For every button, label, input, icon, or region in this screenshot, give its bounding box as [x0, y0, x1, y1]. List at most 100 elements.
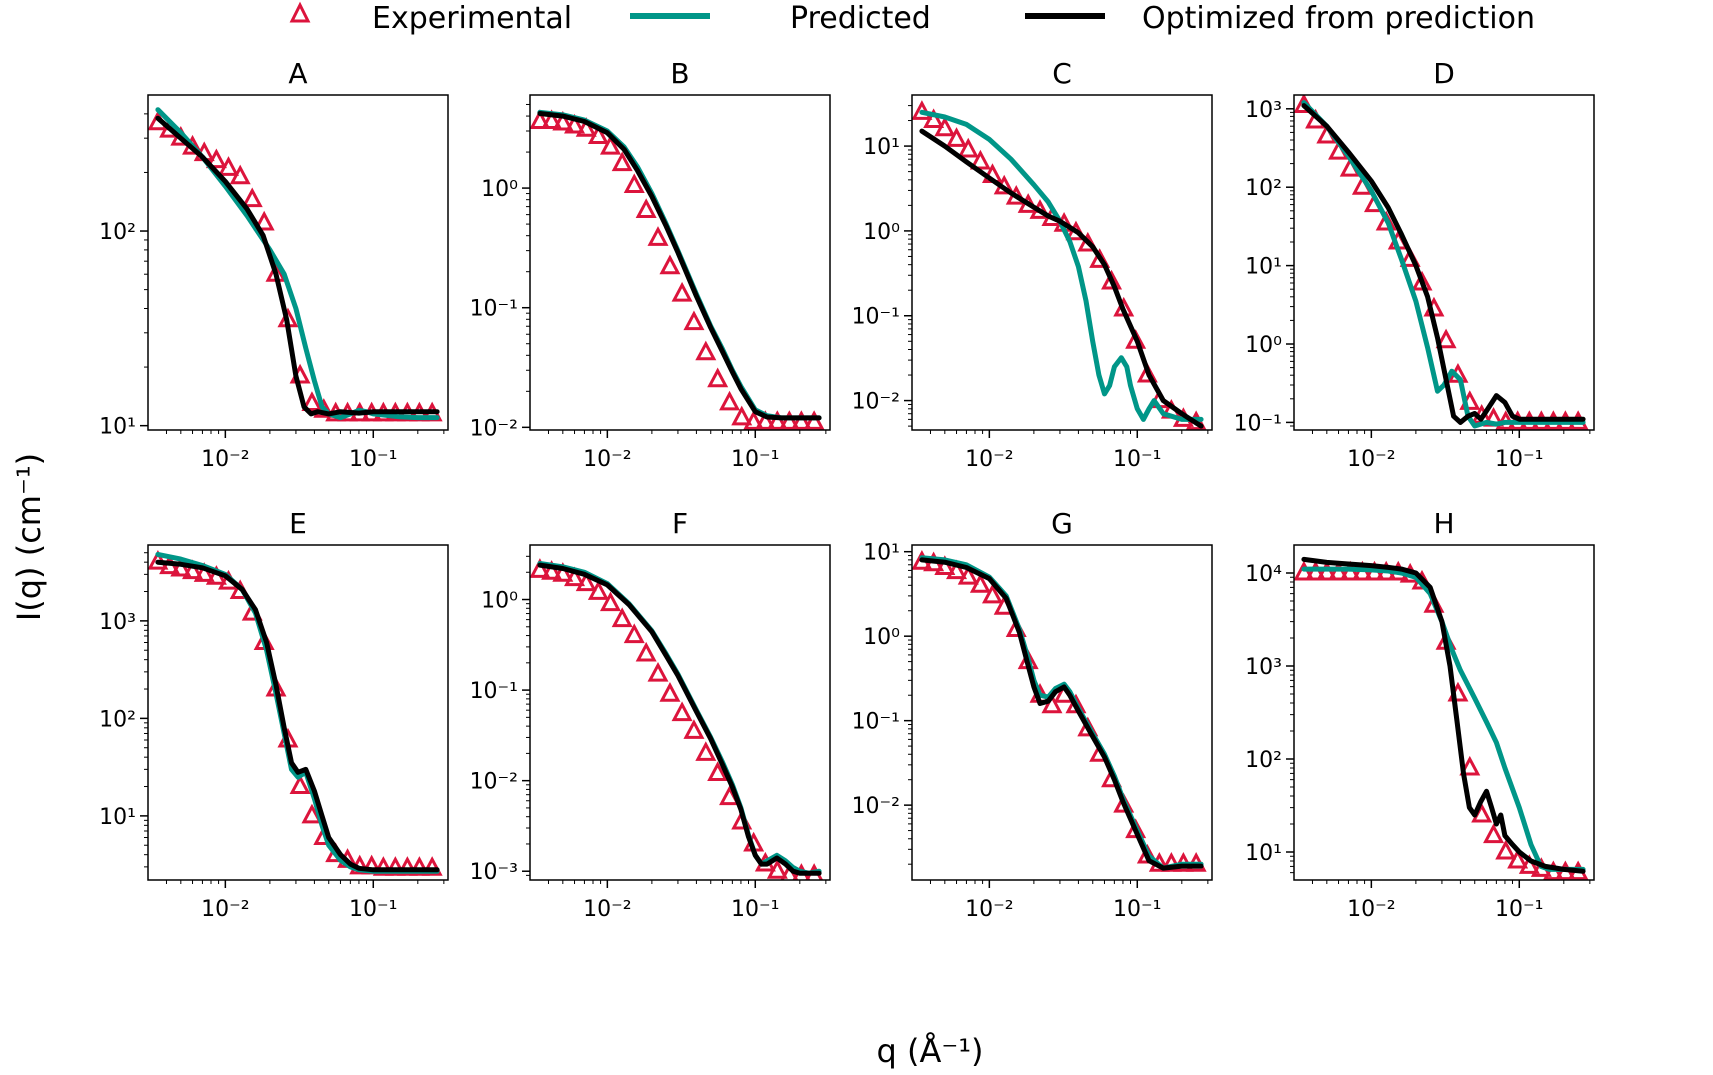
x-tick-label-b: 10⁻² — [583, 447, 631, 472]
point-experimental-g-5 — [969, 573, 991, 593]
axes-frame-e — [147, 544, 449, 881]
plot-area-a — [148, 107, 443, 422]
panel-title-a: A — [288, 57, 307, 90]
line-predicted-d — [1301, 100, 1586, 429]
point-experimental-c-3 — [946, 127, 968, 147]
panel-title-g: G — [1051, 507, 1073, 540]
line-optimized-d — [1301, 103, 1586, 425]
point-experimental-c-16 — [1101, 269, 1123, 290]
point-experimental-h-14 — [1459, 755, 1481, 776]
y-tick-label-b: 10⁰ — [481, 177, 518, 202]
point-experimental-f-1 — [541, 560, 563, 580]
plot-area-f — [530, 558, 824, 880]
point-experimental-c-4 — [957, 137, 979, 158]
point-experimental-e-3 — [182, 559, 204, 580]
panel-title-f: F — [672, 507, 688, 540]
point-experimental-e-19 — [372, 856, 394, 876]
y-tick-label-d: 10¹ — [1245, 255, 1282, 280]
panel-title-h: H — [1433, 507, 1454, 540]
axes-frame-c — [911, 94, 1213, 431]
line-optimized-a — [155, 115, 440, 417]
point-experimental-b-9 — [635, 198, 657, 218]
point-experimental-e-20 — [384, 856, 406, 876]
point-experimental-b-15 — [707, 367, 729, 388]
x-tick-label-g: 10⁻² — [965, 897, 1013, 922]
legend-item-optimized: Optimized from prediction — [1025, 1, 1535, 36]
point-experimental-a-14 — [313, 398, 335, 418]
panel-a: A 10⁻² 10⁻¹ 10¹ 10² — [99, 57, 449, 472]
panel-g: G 10⁻² 10⁻¹ 10⁻² 10⁻¹ 10⁰ 10¹ — [852, 507, 1213, 922]
y-tick-label-g: 10⁰ — [863, 625, 900, 650]
point-experimental-b-12 — [671, 281, 693, 302]
point-experimental-a-9 — [253, 210, 275, 231]
x-tick-label-a: 10⁻¹ — [349, 447, 397, 472]
point-experimental-b-1 — [541, 109, 563, 130]
x-tick-label-f: 10⁻¹ — [731, 897, 779, 922]
plot-area-b — [530, 109, 825, 430]
y-tick-label-h: 10² — [1245, 748, 1282, 773]
x-tick-label-g: 10⁻¹ — [1113, 897, 1161, 922]
point-experimental-g-2 — [934, 555, 956, 575]
x-tick-label-b: 10⁻¹ — [731, 447, 779, 472]
plot-area-c — [912, 100, 1207, 430]
y-tick-label-a: 10¹ — [99, 415, 136, 440]
point-experimental-c-19 — [1136, 362, 1158, 383]
legend-label-optimized: Optimized from prediction — [1142, 1, 1535, 36]
point-experimental-a-8 — [241, 187, 263, 208]
point-experimental-f-6 — [599, 591, 621, 612]
x-tick-label-d: 10⁻¹ — [1495, 447, 1543, 472]
panel-b: B 10⁻² 10⁻¹ 10⁻² 10⁻¹ 10⁰ — [470, 57, 831, 472]
panel-c: C 10⁻² 10⁻¹ 10⁻² 10⁻¹ 10⁰ 10¹ — [852, 57, 1213, 472]
point-experimental-b-18 — [743, 410, 765, 430]
y-tick-label-f: 10⁻² — [470, 770, 518, 795]
line-predicted-h — [1301, 566, 1586, 872]
panel-title-c: C — [1052, 57, 1072, 90]
y-axis-label: I(q) (cm⁻¹) — [10, 453, 48, 621]
point-experimental-h-18 — [1507, 848, 1529, 869]
point-experimental-e-21 — [396, 856, 418, 876]
point-experimental-e-13 — [301, 803, 323, 824]
x-tick-label-a: 10⁻² — [201, 447, 249, 472]
y-tick-label-f: 10⁻¹ — [470, 679, 518, 704]
y-tick-label-b: 10⁻¹ — [470, 297, 518, 322]
legend-item-predicted: Predicted — [630, 1, 931, 36]
point-experimental-f-11 — [659, 682, 681, 702]
y-tick-label-h: 10¹ — [1245, 841, 1282, 866]
y-tick-label-d: 10³ — [1245, 98, 1282, 123]
point-experimental-f-14 — [695, 741, 717, 761]
point-experimental-f-2 — [552, 562, 574, 582]
legend-marker-experimental — [289, 1, 311, 23]
point-experimental-g-6 — [981, 583, 1003, 604]
point-experimental-b-20 — [766, 410, 788, 430]
axes-frame-a — [147, 94, 449, 431]
y-tick-label-c: 10⁻¹ — [852, 305, 900, 330]
y-tick-label-a: 10² — [99, 220, 136, 245]
x-tick-label-c: 10⁻¹ — [1113, 447, 1161, 472]
axes-frame-g — [911, 544, 1213, 881]
point-experimental-f-5 — [587, 580, 609, 600]
line-predicted-b — [537, 109, 822, 421]
point-experimental-a-6 — [217, 156, 239, 176]
x-tick-label-f: 10⁻² — [583, 897, 631, 922]
x-tick-label-d: 10⁻² — [1347, 447, 1395, 472]
point-experimental-b-22 — [790, 410, 812, 430]
y-tick-label-d: 10⁰ — [1245, 333, 1282, 358]
point-experimental-b-2 — [552, 110, 574, 131]
panel-title-e: E — [289, 507, 307, 540]
panel-d: D 10⁻² 10⁻¹ 10⁻¹ 10⁰ 10¹ 10² 10³ — [1234, 57, 1595, 472]
point-experimental-g-4 — [957, 564, 979, 585]
panel-h: H 10⁻² 10⁻¹ 10¹ 10² 10³ 10⁴ — [1245, 507, 1595, 922]
y-tick-label-h: 10⁴ — [1245, 562, 1282, 587]
point-experimental-b-17 — [731, 405, 753, 426]
x-tick-label-e: 10⁻² — [201, 897, 249, 922]
point-experimental-f-7 — [611, 607, 633, 628]
x-tick-label-h: 10⁻² — [1347, 897, 1395, 922]
y-tick-label-d: 10⁻¹ — [1234, 411, 1282, 436]
point-experimental-b-5 — [587, 124, 609, 144]
point-experimental-f-12 — [671, 701, 693, 722]
y-tick-label-d: 10² — [1245, 176, 1282, 201]
point-experimental-h-19 — [1518, 854, 1540, 874]
line-predicted-e — [155, 551, 440, 874]
legend-label-predicted: Predicted — [790, 1, 931, 36]
